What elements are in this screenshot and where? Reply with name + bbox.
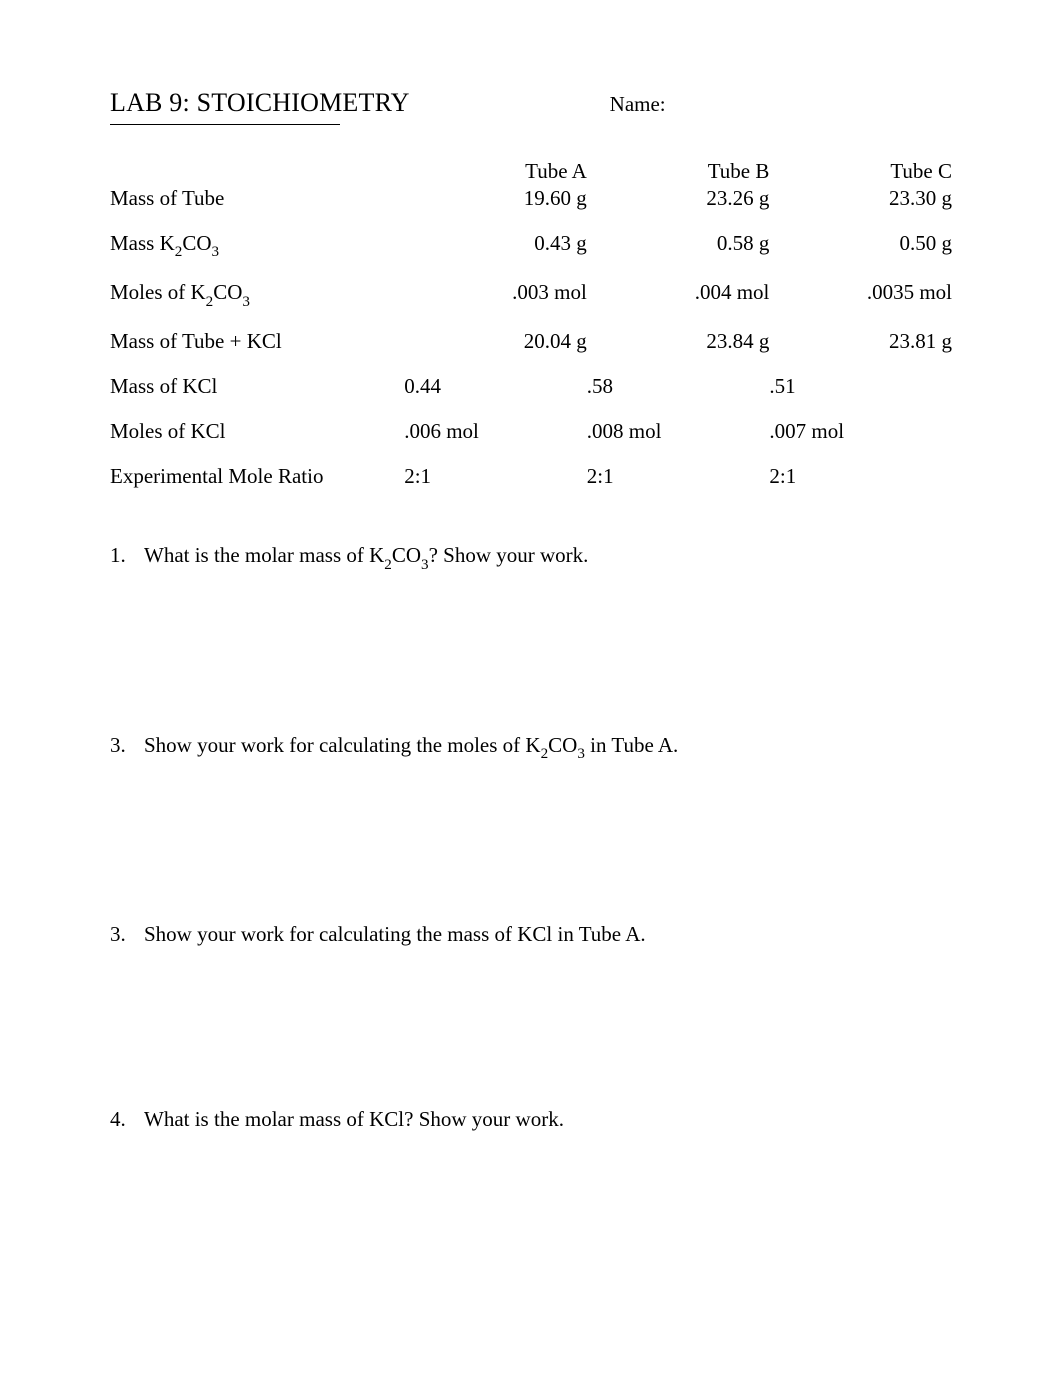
- question-number: 3.: [110, 922, 144, 947]
- header-tube-b: Tube B: [587, 149, 770, 186]
- label-sub: 3: [212, 244, 220, 260]
- question-text: What is the molar mass of K2CO3? Show yo…: [144, 543, 952, 572]
- question-number: 1.: [110, 543, 144, 572]
- q-text-part: What is the molar mass of K: [144, 543, 384, 567]
- q-sub: 3: [421, 557, 429, 573]
- label-ratio: Experimental Mole Ratio: [110, 454, 404, 499]
- label-moles-k2co3: Moles of K2CO3: [110, 270, 404, 319]
- mass-tube-a: 19.60 g: [404, 186, 587, 221]
- q-text-part: in Tube A.: [585, 733, 678, 757]
- lab-title: LAB 9: STOICHIOMETRY: [110, 88, 410, 118]
- blank-cell: [110, 149, 404, 186]
- moles-kcl-b: .008 mol: [587, 409, 770, 454]
- label-sub: 2: [175, 244, 183, 260]
- question-number: 4.: [110, 1107, 144, 1132]
- header-tube-c: Tube C: [769, 149, 952, 186]
- questions-section: 1. What is the molar mass of K2CO3? Show…: [110, 543, 952, 1131]
- title-row: LAB 9: STOICHIOMETRY Name:: [110, 88, 952, 118]
- header-tube-a: Tube A: [404, 149, 587, 186]
- mass-tube-c: 23.30 g: [769, 186, 952, 221]
- title-underline: [110, 124, 340, 125]
- mass-kcl-b: .58: [587, 364, 770, 409]
- label-text: Moles of K: [110, 280, 206, 304]
- row-mass-kcl: Mass of KCl 0.44 .58 .51: [110, 364, 952, 409]
- question-3: 3. Show your work for calculating the ma…: [110, 922, 952, 947]
- mass-kcl-a: 0.44: [404, 364, 587, 409]
- label-mass-k2co3: Mass K2CO3: [110, 221, 404, 270]
- moles-k2co3-c: .0035 mol: [769, 270, 952, 319]
- mass-k2co3-a: 0.43 g: [404, 221, 587, 270]
- q-text-part: Show your work for calculating the moles…: [144, 733, 541, 757]
- q-text-part: ? Show your work.: [429, 543, 589, 567]
- name-label: Name:: [610, 92, 666, 117]
- row-mass-tube: Mass of Tube 19.60 g 23.26 g 23.30 g: [110, 186, 952, 221]
- mass-k2co3-b: 0.58 g: [587, 221, 770, 270]
- row-moles-k2co3: Moles of K2CO3 .003 mol .004 mol .0035 m…: [110, 270, 952, 319]
- question-4: 4. What is the molar mass of KCl? Show y…: [110, 1107, 952, 1132]
- row-mass-k2co3: Mass K2CO3 0.43 g 0.58 g 0.50 g: [110, 221, 952, 270]
- q-text-part: CO: [392, 543, 421, 567]
- label-mass-kcl: Mass of KCl: [110, 364, 404, 409]
- ratio-c: 2:1: [769, 454, 952, 499]
- moles-k2co3-a: .003 mol: [404, 270, 587, 319]
- moles-kcl-c: .007 mol: [769, 409, 952, 454]
- label-mass-tube-kcl: Mass of Tube + KCl: [110, 319, 404, 364]
- lab-worksheet-page: LAB 9: STOICHIOMETRY Name: Tube A Tube B…: [0, 0, 1062, 1377]
- label-text: CO: [182, 231, 211, 255]
- mass-tube-kcl-a: 20.04 g: [404, 319, 587, 364]
- mass-tube-b: 23.26 g: [587, 186, 770, 221]
- q-text-part: CO: [548, 733, 577, 757]
- row-mass-tube-kcl: Mass of Tube + KCl 20.04 g 23.84 g 23.81…: [110, 319, 952, 364]
- question-2: 3. Show your work for calculating the mo…: [110, 733, 952, 762]
- label-sub: 2: [206, 294, 214, 310]
- table-header-row: Tube A Tube B Tube C: [110, 149, 952, 186]
- q-sub: 2: [384, 557, 392, 573]
- label-text: CO: [213, 280, 242, 304]
- label-moles-kcl: Moles of KCl: [110, 409, 404, 454]
- question-1: 1. What is the molar mass of K2CO3? Show…: [110, 543, 952, 572]
- question-text: Show your work for calculating the mass …: [144, 922, 952, 947]
- ratio-b: 2:1: [587, 454, 770, 499]
- label-sub: 3: [242, 294, 250, 310]
- mass-kcl-c: .51: [769, 364, 952, 409]
- row-moles-kcl: Moles of KCl .006 mol .008 mol .007 mol: [110, 409, 952, 454]
- question-number: 3.: [110, 733, 144, 762]
- mass-tube-kcl-c: 23.81 g: [769, 319, 952, 364]
- data-table: Tube A Tube B Tube C Mass of Tube 19.60 …: [110, 149, 952, 499]
- label-mass-tube: Mass of Tube: [110, 186, 404, 221]
- moles-k2co3-b: .004 mol: [587, 270, 770, 319]
- q-sub: 2: [541, 746, 549, 762]
- label-text: Mass K: [110, 231, 175, 255]
- question-text: Show your work for calculating the moles…: [144, 733, 952, 762]
- q-sub: 3: [577, 746, 585, 762]
- mass-tube-kcl-b: 23.84 g: [587, 319, 770, 364]
- moles-kcl-a: .006 mol: [404, 409, 587, 454]
- row-experimental-ratio: Experimental Mole Ratio 2:1 2:1 2:1: [110, 454, 952, 499]
- ratio-a: 2:1: [404, 454, 587, 499]
- question-text: What is the molar mass of KCl? Show your…: [144, 1107, 952, 1132]
- mass-k2co3-c: 0.50 g: [769, 221, 952, 270]
